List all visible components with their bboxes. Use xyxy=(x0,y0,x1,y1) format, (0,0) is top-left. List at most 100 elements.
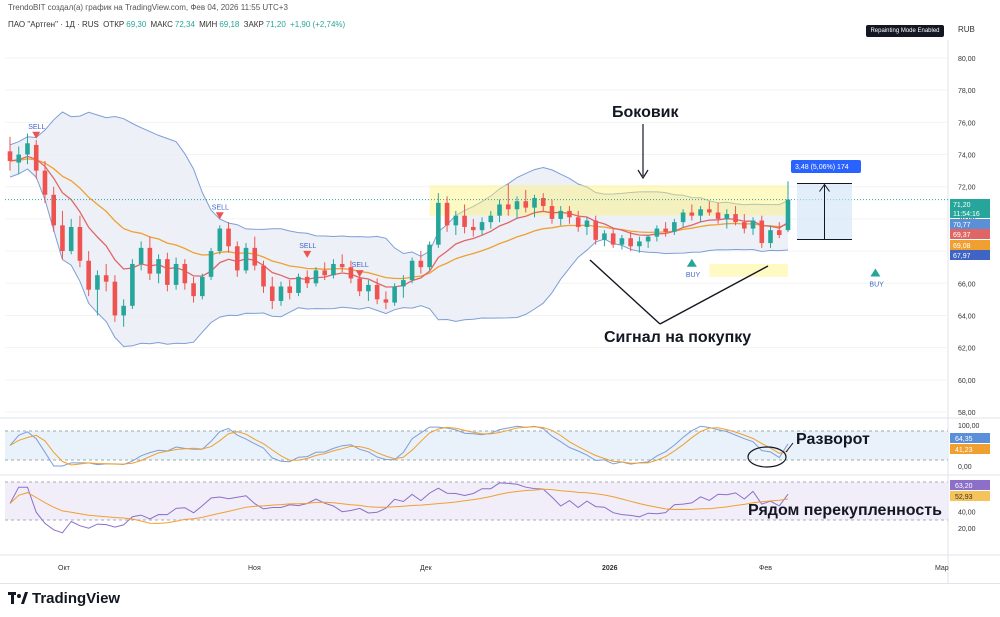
price-tick-label: 58,00 xyxy=(958,410,976,417)
price-axis-badge-label: 70,77 xyxy=(953,222,971,229)
candle-body xyxy=(418,260,424,268)
price-tick-label: 78,00 xyxy=(958,88,976,95)
time-axis-label: Дек xyxy=(420,565,433,572)
candle-body xyxy=(514,201,520,210)
candle-body xyxy=(575,217,581,227)
candle-body xyxy=(479,222,485,231)
candle-body xyxy=(593,220,598,240)
candle-body xyxy=(707,209,712,213)
price-axis-badge xyxy=(950,250,990,260)
candle-body xyxy=(715,212,721,219)
currency-label[interactable]: RUB xyxy=(958,25,975,34)
candle-body xyxy=(759,220,765,244)
candle-body xyxy=(724,214,730,219)
buy-signal-marker xyxy=(870,268,881,277)
candle-body xyxy=(217,228,223,252)
close-label: ЗАКР xyxy=(243,20,264,29)
price-tick-label: 62,00 xyxy=(958,346,976,353)
candle-body xyxy=(103,275,109,282)
buy-signal-marker xyxy=(686,258,697,267)
candle-body xyxy=(68,226,74,252)
stochastic-d-badge-label: 41,23 xyxy=(955,447,973,454)
lower-band-highlight xyxy=(709,263,788,277)
price-chart[interactable]: 80,0078,0076,0074,0072,0070,0068,0066,00… xyxy=(0,0,1000,583)
high-value: 72,34 xyxy=(174,20,195,29)
price-axis-badge-label: 69,08 xyxy=(953,243,971,250)
price-axis-badge xyxy=(950,229,990,239)
price-axis-badge xyxy=(950,219,990,229)
candle-body xyxy=(741,222,747,229)
stochastic-k-badge-label: 64,35 xyxy=(955,436,973,443)
tradingview-logo-icon xyxy=(8,591,28,608)
candle-body xyxy=(776,230,782,235)
candle-body xyxy=(471,226,476,231)
candle-body xyxy=(637,241,642,247)
candle-body xyxy=(234,246,240,271)
rsi-band xyxy=(5,482,948,520)
candle-body xyxy=(51,194,57,226)
candle-body xyxy=(130,263,135,306)
candle-body xyxy=(296,276,301,293)
low-value: 69,18 xyxy=(219,20,240,29)
candle-body xyxy=(252,247,258,266)
price-tick-label: 80,00 xyxy=(958,56,976,63)
time-axis-label: Фев xyxy=(759,565,772,572)
candle-body xyxy=(462,215,467,227)
candle-body xyxy=(208,251,214,277)
time-axis-label: Мар xyxy=(935,565,949,572)
candle-body xyxy=(401,280,406,287)
stochastic-d-line xyxy=(9,426,789,466)
candle-body xyxy=(392,286,397,303)
candle-body xyxy=(33,144,39,171)
candle-body xyxy=(165,259,170,285)
repainting-mode-badge[interactable]: Repainting Mode Enabled xyxy=(866,25,944,37)
price-tick-label: 60,00 xyxy=(958,378,976,385)
sell-signal-label: SELL xyxy=(212,204,229,211)
candle-body xyxy=(173,263,179,285)
candle-body xyxy=(523,201,529,208)
sell-signal-marker xyxy=(355,270,364,278)
candle-body xyxy=(339,263,345,268)
candle-body xyxy=(77,226,83,261)
rsi-ma-badge xyxy=(950,491,990,501)
candle-body xyxy=(549,206,555,219)
price-tick-label: 72,00 xyxy=(958,185,976,192)
candle-body xyxy=(602,233,607,240)
candle-body xyxy=(558,210,564,219)
candle-body xyxy=(383,299,389,303)
rsi-ma-line xyxy=(9,488,789,524)
stochastic-tick-label: 100,00 xyxy=(958,423,980,430)
candle-body xyxy=(25,143,30,155)
candle-body xyxy=(366,284,371,292)
measure-label: 3,48 (5,06%) 174 xyxy=(795,164,849,171)
candle-body xyxy=(287,286,293,293)
candle-body xyxy=(689,212,695,216)
candle-body xyxy=(357,278,362,292)
time-axis-label: Окт xyxy=(58,565,71,572)
candle-body xyxy=(304,276,310,284)
rsi-value-badge xyxy=(950,480,990,490)
candle-body xyxy=(453,215,459,226)
candle-body xyxy=(138,247,144,264)
candle-body xyxy=(269,286,275,301)
candle-body xyxy=(322,270,327,276)
buy-signal-label: BUY xyxy=(686,272,701,279)
low-label: МИН xyxy=(199,20,218,29)
price-axis-badge-label: 71,20 xyxy=(953,202,971,209)
reversal-pointer xyxy=(785,442,794,453)
rsi-tick-label: 40,00 xyxy=(958,510,976,517)
price-tick-label: 64,00 xyxy=(958,313,976,320)
price-axis-badge xyxy=(950,208,990,218)
price-axis-badge-label: 11:54:16 xyxy=(953,211,980,218)
buy-arrow-left xyxy=(589,259,661,325)
candle-body xyxy=(680,212,686,223)
sideways-highlight xyxy=(429,185,788,216)
sell-signal-label: SELL xyxy=(352,262,369,269)
annotation-sideways: Боковик xyxy=(612,104,679,121)
tradingview-logo[interactable]: TradingView xyxy=(8,590,120,608)
measure-label-box xyxy=(791,160,861,173)
candle-body xyxy=(532,197,537,208)
rsi-line xyxy=(9,482,789,534)
symbol-title[interactable]: ПАО "Артген" · 1Д · RUS xyxy=(8,20,99,29)
author-line: TrendoBIT создал(а) график на TradingVie… xyxy=(8,3,288,12)
